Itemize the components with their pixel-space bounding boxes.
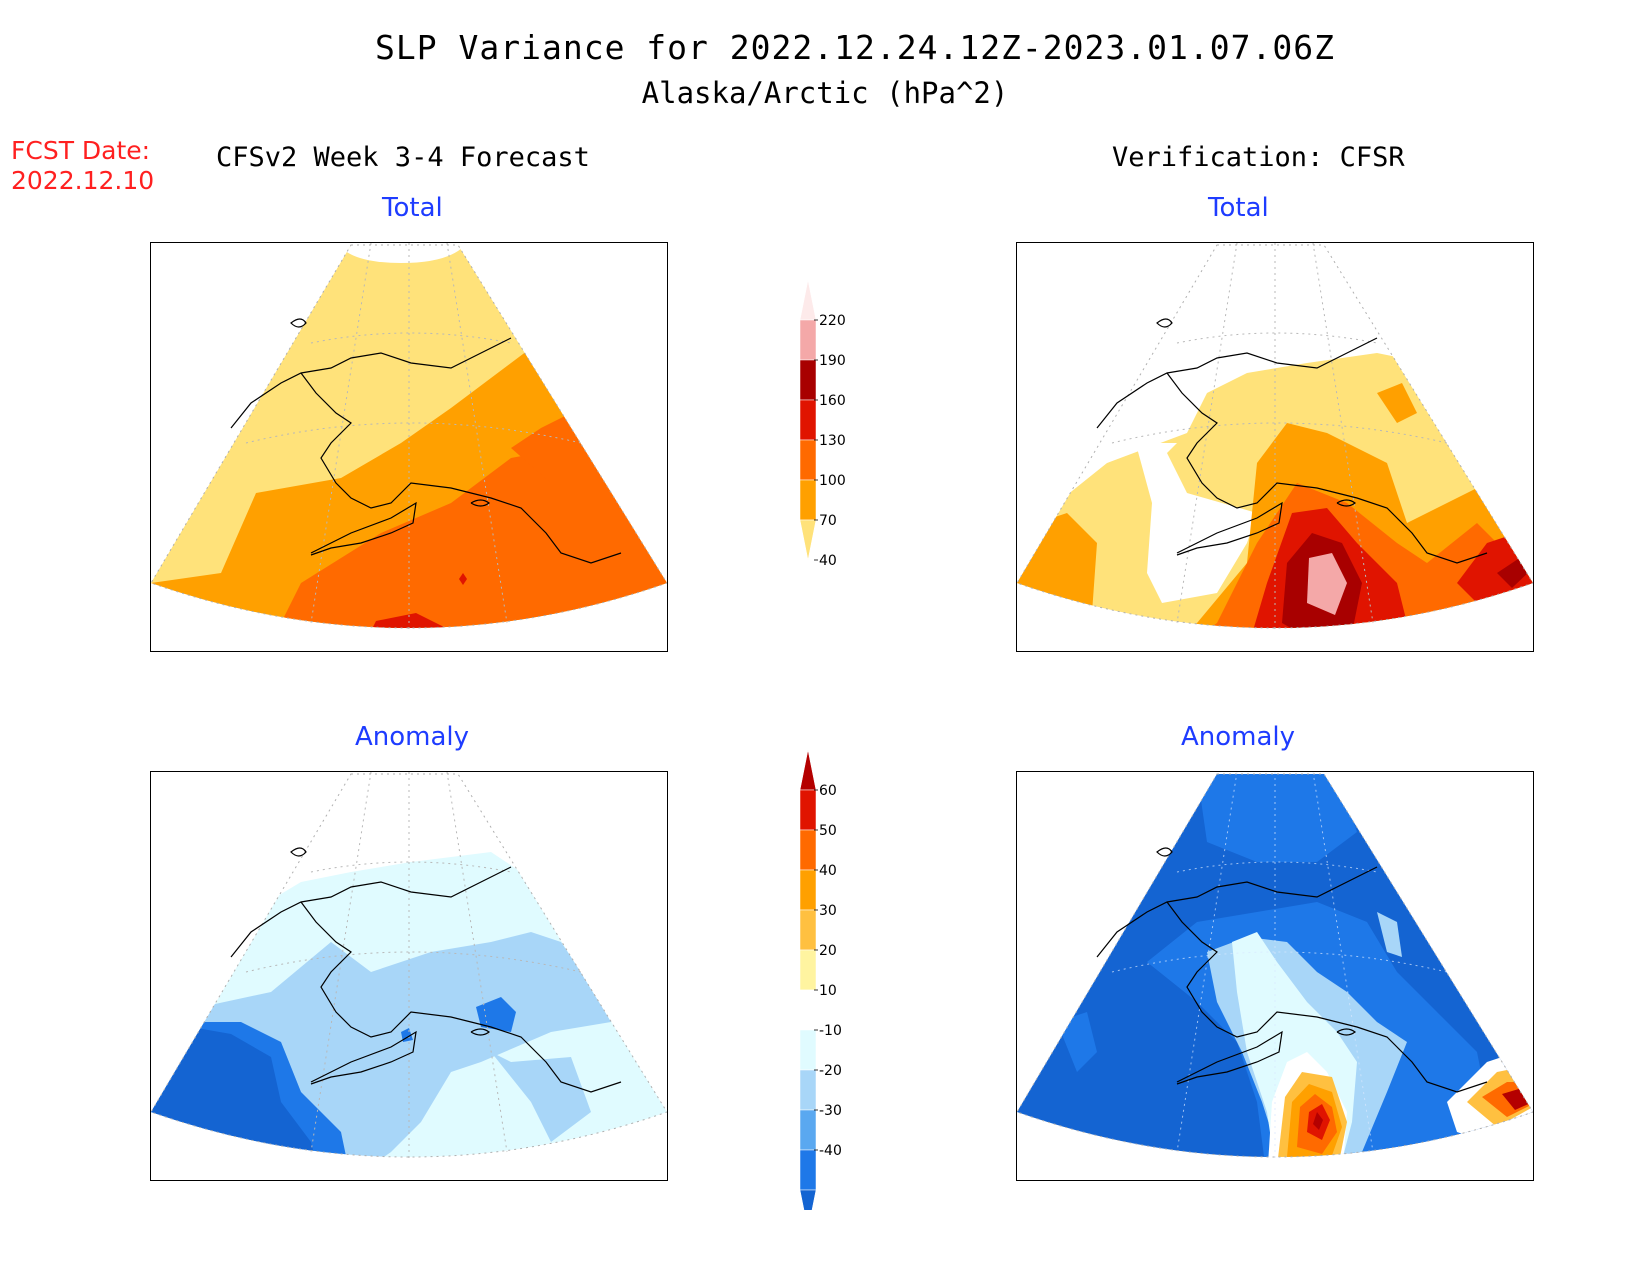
verification-anomaly-map bbox=[1016, 771, 1534, 1181]
colorbar-swatch bbox=[799, 479, 817, 521]
colorbar-swatch bbox=[799, 359, 817, 401]
total-colorbar: 220 190 160 130 100 70 40 bbox=[799, 280, 846, 569]
fcst-date-block: FCST Date: 2022.12.10 bbox=[11, 136, 154, 196]
verification-total-label: Total bbox=[1208, 193, 1269, 223]
coastline bbox=[230, 318, 622, 564]
fcst-date-value: 2022.12.10 bbox=[11, 166, 155, 195]
colorbar-swatch bbox=[799, 949, 817, 991]
colorbar-tick-label: -40 bbox=[819, 1143, 842, 1159]
colorbar-swatch bbox=[799, 319, 817, 361]
colorbar-tick-label: 40 bbox=[819, 863, 837, 879]
figure-subtitle: Alaska/Arctic (hPa^2) bbox=[641, 76, 1009, 110]
colorbar-tick-label: 30 bbox=[819, 903, 837, 919]
colorbar-swatch bbox=[799, 1109, 817, 1151]
colorbar-swatch bbox=[799, 750, 817, 791]
colorbar-tick-label: 60 bbox=[819, 783, 837, 799]
colorbar-tick-label: 130 bbox=[819, 433, 846, 449]
forecast-anomaly-label: Anomaly bbox=[355, 722, 470, 752]
colorbar-tick-label: -20 bbox=[819, 1063, 842, 1079]
colorbar-tick-label: -10 bbox=[819, 1023, 842, 1039]
anomaly-colorbar: 60 50 40 30 20 10 -10 -20 -30 -40 bbox=[799, 750, 842, 1210]
forecast-total-label: Total bbox=[382, 193, 443, 223]
colorbar-swatch bbox=[799, 789, 817, 831]
colorbar-swatch bbox=[799, 829, 817, 871]
fcst-date-label: FCST Date: bbox=[11, 136, 151, 165]
colorbar-swatch bbox=[799, 1029, 817, 1071]
figure-title: SLP Variance for 2022.12.24.12Z-2023.01.… bbox=[375, 28, 1335, 67]
colorbar-swatch bbox=[799, 1069, 817, 1111]
forecast-total-map bbox=[150, 242, 668, 652]
colorbar-swatch bbox=[799, 909, 817, 951]
colorbar-tick-label: 70 bbox=[819, 513, 837, 529]
colorbar-swatch bbox=[799, 399, 817, 441]
verification-total-map bbox=[1016, 242, 1534, 652]
verification-column-title: Verification: CFSR bbox=[1112, 142, 1405, 173]
vtotal-190-220-fill bbox=[1307, 553, 1347, 615]
total-130-160-fill bbox=[361, 613, 461, 628]
total-100-130-east bbox=[511, 413, 651, 543]
colorbar-swatch bbox=[799, 519, 817, 561]
colorbar-tick-label: -30 bbox=[819, 1103, 842, 1119]
colorbar-swatch bbox=[799, 1149, 817, 1191]
colorbar-tick-label: 10 bbox=[819, 983, 837, 999]
verification-anomaly-label: Anomaly bbox=[1181, 722, 1296, 752]
colorbar-swatch bbox=[799, 869, 817, 911]
colorbar-swatch bbox=[799, 1189, 817, 1210]
colorbar-tick-label: 100 bbox=[819, 473, 846, 489]
colorbar-tick-label: 190 bbox=[819, 353, 846, 369]
colorbar-swatch bbox=[799, 989, 817, 1031]
colorbar-tick-label: 220 bbox=[819, 313, 846, 329]
forecast-anomaly-map bbox=[150, 771, 668, 1181]
colorbar-swatch bbox=[799, 439, 817, 481]
colorbar-tick-label: 160 bbox=[819, 393, 846, 409]
colorbar-tick-label: 50 bbox=[819, 823, 837, 839]
colorbar-swatch bbox=[799, 280, 817, 321]
colorbar-tick-label: 40 bbox=[819, 553, 837, 569]
colorbar-tick-label: 20 bbox=[819, 943, 837, 959]
forecast-column-title: CFSv2 Week 3-4 Forecast bbox=[216, 142, 590, 173]
total-pole-gap bbox=[337, 245, 467, 263]
vtotal-low-region bbox=[1107, 443, 1257, 603]
